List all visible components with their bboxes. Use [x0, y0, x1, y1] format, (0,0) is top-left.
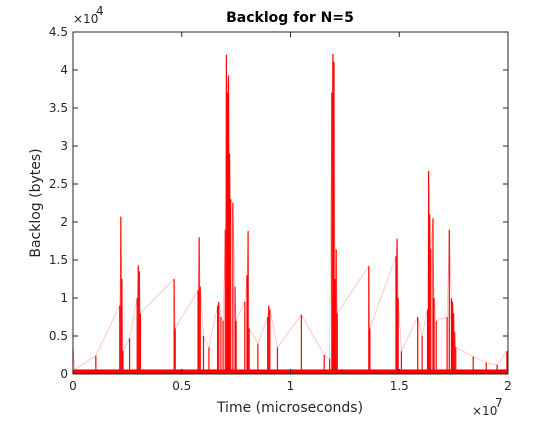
y-axis-exponent: ×10 4 — [73, 4, 104, 26]
x-axis-ticks: 0 0.5 1 1.5 2 — [69, 32, 512, 393]
plot-area — [73, 32, 508, 374]
y-tick-label: 4.5 — [49, 25, 68, 39]
y-tick-label: 4 — [60, 63, 68, 77]
y-tick-label: 1 — [60, 291, 68, 305]
y-exponent-base: ×10 — [73, 12, 98, 26]
y-tick-label: 3.5 — [49, 101, 68, 115]
x-exponent-base: ×10 — [472, 404, 497, 418]
y-axis-ticks: 0 0.5 1 1.5 2 2.5 3 3.5 4 4.5 — [49, 25, 508, 381]
x-axis-label: Time (microseconds) — [216, 400, 363, 416]
x-tick-label: 0.5 — [172, 379, 191, 393]
y-tick-label: 1.5 — [49, 253, 68, 267]
y-tick-label: 0 — [60, 367, 68, 381]
x-tick-label: 1 — [287, 379, 295, 393]
x-tick-label: 0 — [69, 379, 77, 393]
chart-title: Backlog for N=5 — [226, 10, 354, 26]
backlog-trace — [72, 53, 508, 370]
y-axis-label: Backlog (bytes) — [28, 148, 44, 257]
y-tick-label: 3 — [60, 139, 68, 153]
y-tick-label: 2.5 — [49, 177, 68, 191]
x-tick-label: 2 — [504, 379, 512, 393]
x-tick-label: 1.5 — [390, 379, 409, 393]
y-tick-label: 0.5 — [49, 329, 68, 343]
x-exponent-power: 7 — [495, 396, 503, 410]
y-tick-label: 2 — [60, 215, 68, 229]
y-exponent-power: 4 — [96, 4, 104, 18]
x-axis-exponent: ×10 7 — [472, 396, 503, 418]
